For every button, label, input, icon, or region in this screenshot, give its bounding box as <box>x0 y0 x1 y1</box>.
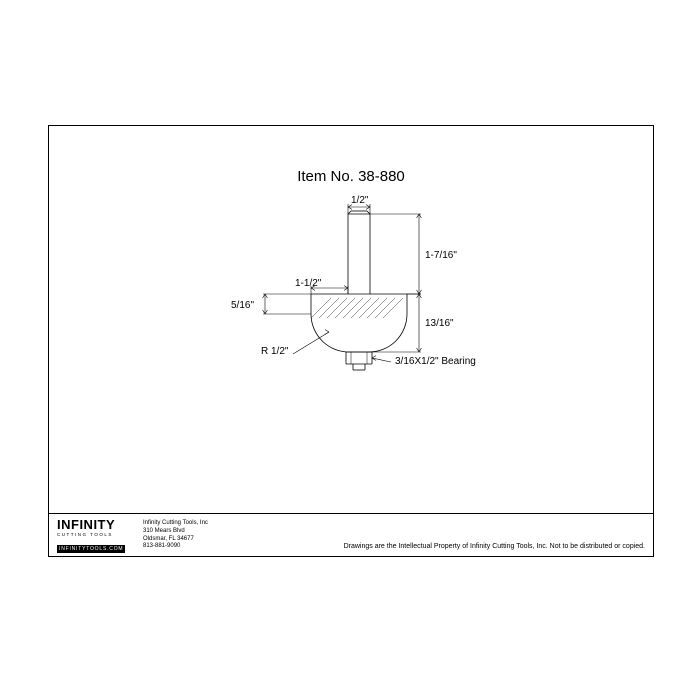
company-addr2: Oldsmar, FL 34677 <box>143 536 208 544</box>
item-title: Item No. 38-880 <box>49 168 653 185</box>
drawing-frame: Item No. 38-880 1/2" 1-7/16" 1-1/2" 5/16… <box>48 125 654 557</box>
dim-cut-dia: 1-1/2" <box>295 278 321 289</box>
company-phone: 813-881-9090 <box>143 543 208 551</box>
logo-main: INFINITY <box>57 518 135 531</box>
company-addr1: 310 Mears Blvd <box>143 528 208 536</box>
company-name: Infinity Cutting Tools, Inc <box>143 520 208 528</box>
logo-sub: CUTTING TOOLS <box>57 532 135 537</box>
dim-shank-dia: 1/2" <box>351 195 368 206</box>
dim-shank-len: 1-7/16" <box>425 250 457 261</box>
dim-bearing: 3/16X1/2" Bearing <box>395 356 476 367</box>
company-info: Infinity Cutting Tools, Inc 310 Mears Bl… <box>143 520 208 551</box>
logo: INFINITY CUTTING TOOLS INFINITYTOOLS.COM <box>57 518 135 555</box>
dim-flat: 5/16" <box>231 300 254 311</box>
bit-svg <box>189 196 529 436</box>
dim-radius: R 1/2" <box>261 346 288 357</box>
disclaimer: Drawings are the Intellectual Property o… <box>344 543 645 550</box>
dim-cut-len: 13/16" <box>425 318 454 329</box>
logo-url: INFINITYTOOLS.COM <box>57 545 125 553</box>
router-bit-drawing: 1/2" 1-7/16" 1-1/2" 5/16" R 1/2" 13/16" … <box>189 196 529 436</box>
title-block: INFINITY CUTTING TOOLS INFINITYTOOLS.COM… <box>49 513 653 556</box>
